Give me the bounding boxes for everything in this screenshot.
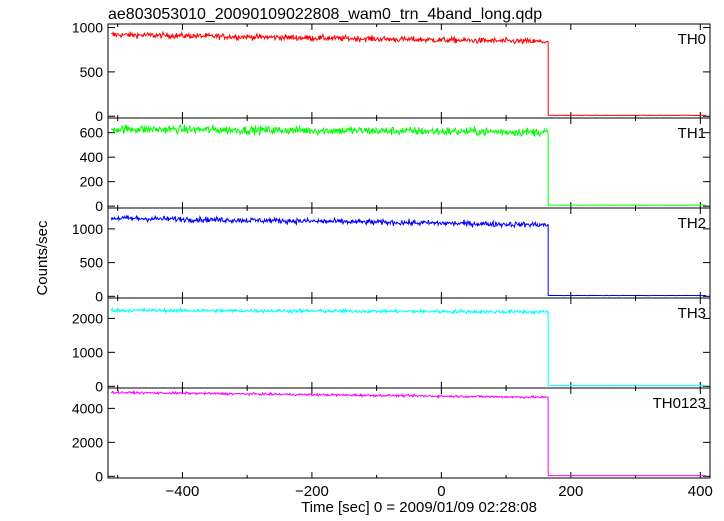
y-tick-label: 2000 <box>72 434 103 450</box>
x-tick-label: −400 <box>166 483 200 500</box>
series-line-th3 <box>110 306 707 387</box>
y-tick-label: 4000 <box>72 400 103 416</box>
y-tick-label: 0 <box>95 378 103 394</box>
panel-label-th2: TH2 <box>678 215 706 232</box>
series-line-th0 <box>110 30 707 116</box>
y-tick-label: 0 <box>95 288 103 304</box>
y-tick-label: 2000 <box>72 310 103 326</box>
x-tick-label: 400 <box>688 483 713 500</box>
series-line-th1 <box>110 124 707 206</box>
y-tick-label: 600 <box>80 125 104 141</box>
x-tick-label: −200 <box>295 483 329 500</box>
y-tick-label: 0 <box>95 468 103 484</box>
y-tick-label: 1000 <box>72 221 103 237</box>
panel-frame-th0123 <box>107 387 711 479</box>
chart-title: ae803053010_20090109022808_wam0_trn_4ban… <box>108 6 543 23</box>
panel-label-th1: TH1 <box>678 125 706 142</box>
y-tick-label: 1000 <box>72 344 103 360</box>
panel-frame-th1 <box>107 117 711 209</box>
x-tick-label: 200 <box>558 483 583 500</box>
y-tick-label: 0 <box>95 198 103 214</box>
panel-frame-th3 <box>107 297 711 389</box>
panel-label-th0123: TH0123 <box>653 395 706 412</box>
panel-label-th0: TH0 <box>678 31 706 48</box>
y-axis-label: Counts/sec <box>34 220 51 296</box>
y-tick-label: 200 <box>80 174 104 190</box>
y-tick-label: 400 <box>80 149 104 165</box>
y-tick-label: 500 <box>80 64 104 80</box>
x-tick-label: 0 <box>437 483 445 500</box>
panel-label-th3: TH3 <box>678 305 706 322</box>
series-line-th2 <box>110 214 707 297</box>
y-tick-label: 0 <box>95 108 103 124</box>
y-tick-label: 500 <box>80 255 104 271</box>
x-axis-label: Time [sec] 0 = 2009/01/09 02:28:08 <box>301 499 537 516</box>
y-tick-label: 1000 <box>72 20 103 36</box>
series-line-th0123 <box>110 389 707 477</box>
